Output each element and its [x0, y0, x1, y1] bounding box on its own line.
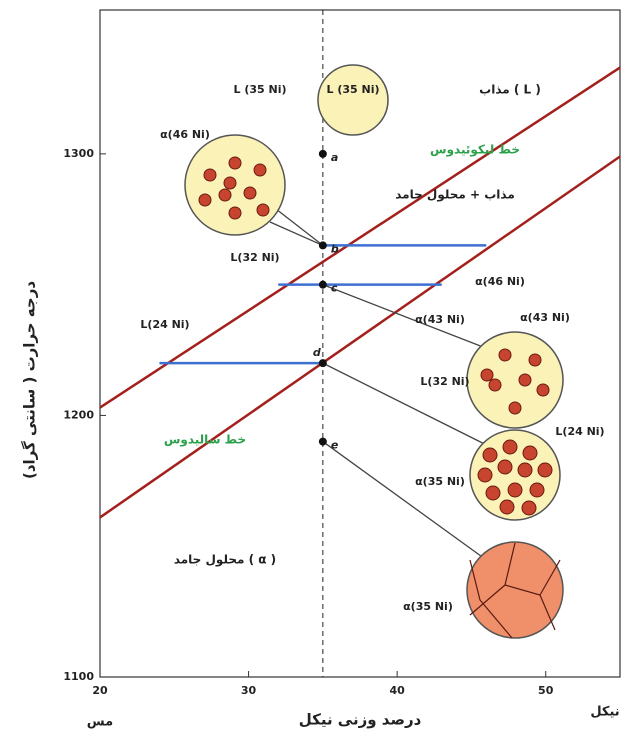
x-max-label: نیکل — [590, 705, 619, 720]
y-axis-title: درجه حرارت ( سانتی گراد) — [21, 281, 39, 479]
annotation: α(35 Ni) — [403, 600, 453, 613]
grain — [488, 378, 502, 392]
grain — [482, 447, 498, 463]
y-tick-label: 1300 — [63, 147, 94, 160]
x-min-label: مس — [87, 715, 113, 730]
annotation: α(35 Ni) — [415, 475, 465, 488]
annotation: L (35 Ni) — [233, 83, 286, 96]
annotation: α(43 Ni) — [415, 313, 465, 326]
connector — [322, 284, 482, 348]
grain — [485, 485, 501, 501]
y-tick-label: 1200 — [63, 408, 94, 421]
x-tick-label: 30 — [241, 684, 257, 697]
annotation: α(43 Ni) — [520, 311, 570, 324]
grain — [536, 383, 550, 397]
grain — [253, 163, 267, 177]
line-name: خط لیکوئیدوس — [430, 143, 520, 158]
grain — [498, 348, 512, 362]
phase-line — [99, 155, 621, 519]
grain — [218, 188, 232, 202]
point-label: e — [331, 439, 339, 452]
grain — [521, 500, 537, 516]
grain — [256, 203, 270, 217]
annotation: L(32 Ni) — [230, 251, 279, 264]
region-label: محلول جامد ( α ) — [174, 553, 276, 568]
annotation: L(24 Ni) — [555, 425, 604, 438]
annotation: L(24 Ni) — [140, 318, 189, 331]
region-label: مذاب ( L ) — [479, 83, 541, 97]
grain — [522, 445, 538, 461]
annotation: α(46 Ni) — [160, 128, 210, 141]
x-tick-label: 40 — [389, 684, 405, 697]
grain — [507, 482, 523, 498]
micro-circle — [317, 64, 389, 136]
grain — [497, 459, 513, 475]
grain — [517, 462, 533, 478]
micro-circle — [466, 541, 564, 639]
state-point — [318, 280, 327, 289]
grain — [228, 206, 242, 220]
x-tick-label: 20 — [92, 684, 108, 697]
point-label: d — [313, 346, 321, 359]
point-label: b — [331, 242, 339, 255]
grain — [480, 368, 494, 382]
grain — [243, 186, 257, 200]
state-point — [318, 437, 327, 446]
grain — [198, 193, 212, 207]
grain — [223, 176, 237, 190]
region-label: مذاب + محلول جامد — [395, 188, 515, 203]
y-tick-label: 1100 — [63, 670, 94, 683]
grain — [477, 467, 493, 483]
grain — [537, 462, 553, 478]
grain — [518, 373, 532, 387]
state-point — [318, 359, 327, 368]
grain — [528, 353, 542, 367]
grain — [499, 499, 515, 515]
connector — [322, 441, 482, 557]
grain-boundary — [469, 559, 513, 639]
point-label: c — [331, 282, 338, 295]
connector — [269, 221, 324, 247]
grain — [502, 439, 518, 455]
point-label: a — [331, 151, 338, 164]
grain — [203, 168, 217, 182]
annotation: L(32 Ni) — [420, 375, 469, 388]
state-point — [318, 241, 327, 250]
grain-boundary — [539, 559, 561, 596]
connector — [322, 362, 484, 445]
grain — [508, 401, 522, 415]
x-tick-label: 50 — [538, 684, 554, 697]
phase-line — [99, 66, 621, 409]
x-axis-title: درصد وزنی نیکل — [299, 711, 422, 729]
annotation: L (35 Ni) — [326, 83, 379, 96]
annotation: α(46 Ni) — [475, 275, 525, 288]
grain — [529, 482, 545, 498]
grain — [228, 156, 242, 170]
state-point — [318, 149, 327, 158]
line-name: خط سالیدوس — [164, 433, 246, 448]
